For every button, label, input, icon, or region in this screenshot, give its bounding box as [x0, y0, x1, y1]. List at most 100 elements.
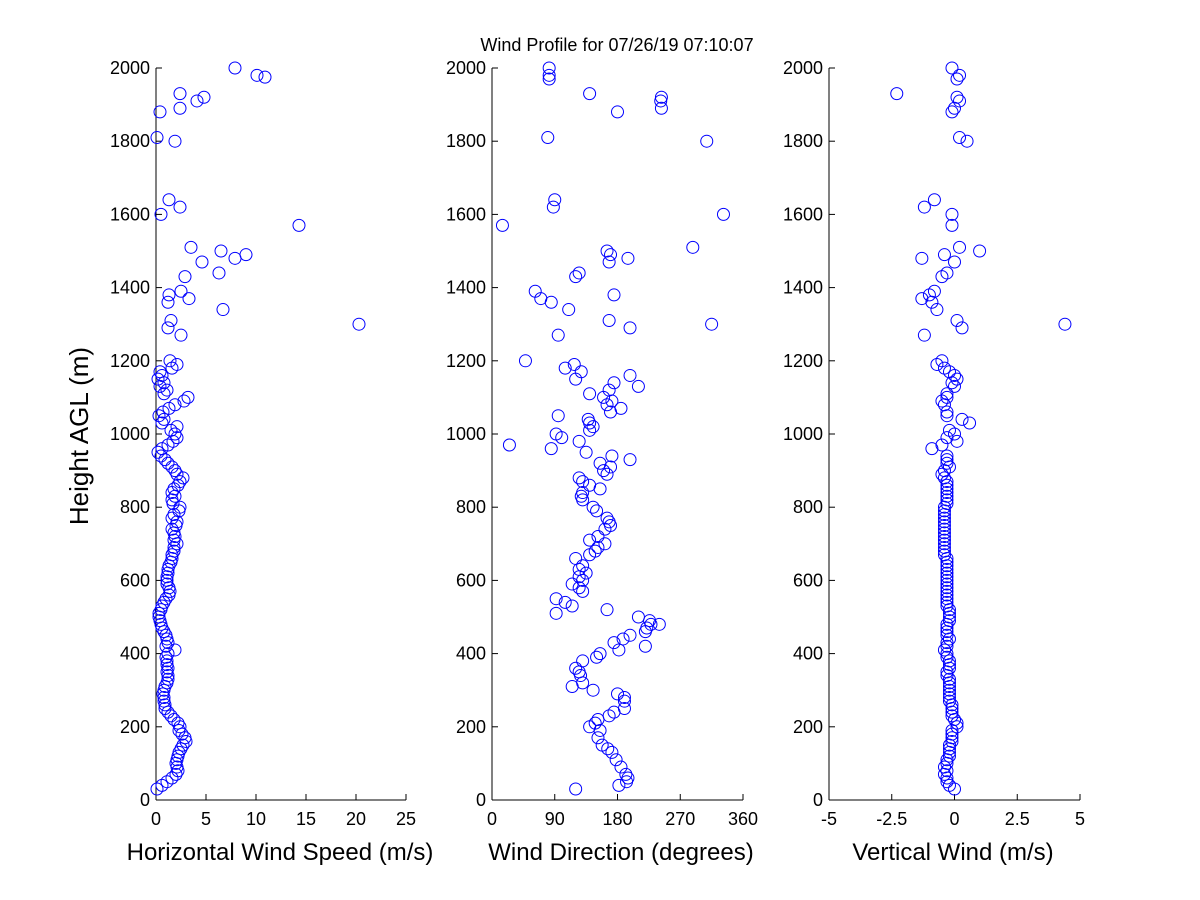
vertical-wind-data-point: [940, 489, 954, 503]
horizontal-wind-speed-data-point: [162, 193, 176, 207]
vertical-wind-data-point: [945, 61, 959, 75]
vertical-wind-x-tick-label: 0: [949, 809, 959, 829]
wind-direction-x-tick-label: 90: [545, 809, 565, 829]
wind-direction-data-point: [569, 782, 583, 796]
vertical-wind-data-point: [953, 68, 967, 82]
wind-direction-data-point: [591, 731, 605, 745]
vertical-wind-data-point: [942, 423, 956, 437]
wind-direction-data-point: [502, 438, 516, 452]
vertical-wind-data-point: [915, 292, 929, 306]
horizontal-wind-speed-data-point: [239, 248, 253, 262]
vertical-wind-data-point: [930, 303, 944, 317]
vertical-wind-data-point: [927, 284, 941, 298]
horizontal-wind-speed-data-point: [157, 694, 171, 708]
horizontal-wind-speed-data-point: [173, 500, 187, 514]
horizontal-wind-speed-data-point: [161, 647, 175, 661]
vertical-wind-data-point: [945, 218, 959, 232]
horizontal-wind-speed-data-point: [173, 200, 187, 214]
vertical-wind-data-point: [948, 712, 961, 726]
vertical-wind-data-point: [940, 431, 954, 445]
wind-direction-data-point: [602, 709, 616, 723]
horizontal-wind-speed-y-tick-label: 2000: [110, 58, 150, 78]
wind-direction-data-point: [567, 357, 581, 371]
vertical-wind-y-tick-label: 400: [793, 644, 823, 664]
wind-direction-data-point: [640, 621, 654, 635]
wind-direction-data-point: [593, 456, 607, 470]
vertical-wind-data-point: [953, 131, 967, 145]
wind-direction-data-point: [576, 573, 590, 587]
vertical-wind-data-point: [937, 511, 951, 525]
horizontal-wind-speed-data-point: [181, 390, 195, 404]
horizontal-wind-speed-x-tick-label: 25: [396, 809, 416, 829]
vertical-wind-data-point: [940, 584, 954, 598]
horizontal-wind-speed-data-point: [168, 643, 182, 657]
vertical-wind-data-point: [937, 248, 951, 262]
wind-direction-data-point: [572, 581, 586, 595]
wind-direction-y-tick-label: 1000: [446, 424, 486, 444]
horizontal-wind-speed-data-point: [154, 449, 168, 463]
wind-direction-data-point: [583, 423, 597, 437]
vertical-wind-y-tick-label: 0: [813, 790, 823, 810]
horizontal-wind-speed-data-point: [216, 303, 230, 317]
vertical-wind-data-point: [950, 434, 964, 448]
horizontal-wind-speed-data-point: [150, 131, 164, 145]
wind-direction-y-tick-label: 0: [476, 790, 486, 810]
horizontal-wind-speed-data-point: [161, 705, 175, 719]
vertical-wind-data-point: [950, 72, 964, 86]
horizontal-wind-speed-data-point: [165, 551, 179, 565]
vertical-wind-data-point: [940, 636, 954, 650]
vertical-wind-data-point: [940, 599, 954, 613]
wind-direction-data-point: [541, 131, 555, 145]
vertical-wind-data-point: [940, 581, 954, 595]
wind-direction-data-point: [542, 72, 556, 86]
wind-direction-data-point: [586, 420, 600, 434]
wind-direction-y-tick-label: 1600: [446, 204, 486, 224]
horizontal-wind-speed-data-point: [163, 354, 177, 368]
wind-direction-y-tick-label: 1200: [446, 351, 486, 371]
vertical-wind-x-tick-label: -2.5: [876, 809, 907, 829]
vertical-wind-data-point: [945, 727, 959, 741]
vertical-wind-data-point: [937, 398, 951, 412]
vertical-wind-y-tick-label: 1600: [783, 204, 823, 224]
wind-direction-data-point: [600, 244, 614, 258]
vertical-wind-data-point: [937, 533, 951, 547]
horizontal-wind-speed-data-point: [171, 716, 185, 730]
wind-direction-data-point: [638, 639, 652, 653]
wind-direction-data-point: [623, 321, 637, 335]
wind-direction-data-point: [602, 515, 616, 529]
horizontal-wind-speed-data-point: [159, 592, 173, 606]
wind-direction-data-point: [597, 464, 611, 478]
wind-direction-data-point: [614, 760, 628, 774]
wind-direction-data-point: [542, 68, 556, 82]
vertical-wind-data-point: [940, 497, 954, 511]
wind-direction-data-point: [572, 434, 586, 448]
vertical-wind-data-point: [940, 577, 954, 591]
wind-direction-data-point: [546, 200, 560, 214]
horizontal-wind-speed-data-point: [167, 482, 181, 496]
horizontal-wind-speed-data-point: [171, 478, 185, 492]
wind-direction-data-point: [586, 683, 600, 697]
horizontal-wind-speed-data-point: [162, 581, 176, 595]
horizontal-wind-speed-data-point: [228, 61, 242, 75]
vertical-wind-data-point: [940, 486, 954, 500]
horizontal-wind-speed-data-point: [161, 456, 175, 470]
horizontal-wind-speed-data-point: [169, 767, 183, 781]
horizontal-wind-speed-data-point: [161, 672, 175, 686]
wind-direction-data-point: [542, 61, 556, 75]
wind-direction-data-point: [579, 566, 593, 580]
wind-direction-data-point: [607, 288, 621, 302]
wind-direction-y-tick-label: 400: [456, 644, 486, 664]
horizontal-wind-speed-x-tick-label: 0: [151, 809, 161, 829]
vertical-wind-data-point: [940, 566, 954, 580]
vertical-wind-data-point: [940, 493, 954, 507]
vertical-wind-data-point: [942, 687, 956, 701]
wind-direction-data-point: [654, 90, 668, 104]
wind-direction-data-point: [495, 218, 509, 232]
panel-vertical-wind: 0 200 400 600 800 1000 1200 1400 1600 1800 2000 -5 -…: [783, 58, 1085, 866]
horizontal-wind-speed-data-point: [161, 321, 175, 335]
wind-direction-data-point: [617, 702, 631, 715]
horizontal-wind-speed-y-tick-label: 200: [120, 717, 150, 737]
wind-direction-data-point: [562, 303, 576, 317]
vertical-wind-data-point: [937, 529, 951, 543]
